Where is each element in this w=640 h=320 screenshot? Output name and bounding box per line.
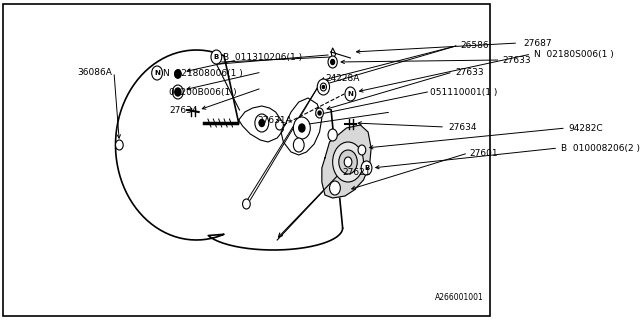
Circle shape: [318, 111, 321, 115]
Circle shape: [211, 50, 222, 64]
Text: 27687: 27687: [524, 38, 552, 47]
Circle shape: [330, 181, 340, 195]
Text: N  021808006(1 ): N 021808006(1 ): [163, 68, 243, 77]
Circle shape: [115, 140, 123, 150]
Text: 27633: 27633: [456, 68, 484, 76]
Circle shape: [361, 161, 372, 175]
Text: 03200B006(1 ): 03200B006(1 ): [170, 87, 237, 97]
Circle shape: [344, 157, 352, 167]
Circle shape: [321, 83, 326, 91]
Circle shape: [339, 150, 357, 174]
Circle shape: [316, 108, 323, 118]
Circle shape: [293, 138, 304, 152]
Polygon shape: [322, 125, 371, 198]
Text: 27633: 27633: [503, 55, 531, 65]
Text: B  011310206(1 ): B 011310206(1 ): [223, 52, 301, 61]
Text: B: B: [214, 54, 219, 60]
Circle shape: [175, 89, 180, 95]
Text: N: N: [348, 91, 353, 97]
Circle shape: [333, 142, 364, 182]
Text: N: N: [154, 70, 160, 76]
Text: 27634: 27634: [448, 123, 477, 132]
Text: A266001001: A266001001: [435, 293, 484, 302]
Circle shape: [152, 66, 163, 80]
Circle shape: [328, 56, 337, 68]
Text: 26586: 26586: [460, 41, 489, 50]
Circle shape: [317, 79, 330, 95]
Text: 27631A: 27631A: [257, 116, 292, 124]
Circle shape: [243, 199, 250, 209]
Circle shape: [328, 129, 337, 141]
Text: 94282C: 94282C: [568, 124, 603, 132]
Text: N  02180S006(1 ): N 02180S006(1 ): [534, 50, 614, 59]
Circle shape: [323, 85, 324, 89]
Circle shape: [331, 60, 335, 65]
Circle shape: [293, 117, 310, 139]
Text: 27621: 27621: [342, 167, 371, 177]
Circle shape: [358, 145, 365, 155]
Text: 27634: 27634: [170, 106, 198, 115]
Circle shape: [345, 87, 356, 101]
Circle shape: [175, 88, 181, 96]
Circle shape: [299, 124, 305, 132]
Text: 051110001(1 ): 051110001(1 ): [429, 87, 497, 97]
Circle shape: [259, 119, 264, 126]
Circle shape: [276, 120, 284, 130]
Text: B: B: [364, 165, 369, 171]
Circle shape: [173, 85, 183, 99]
Circle shape: [175, 70, 181, 78]
Text: B  010008206(2 ): B 010008206(2 ): [561, 143, 639, 153]
Circle shape: [255, 114, 269, 132]
Text: 36086A: 36086A: [77, 68, 112, 76]
Text: 24228A: 24228A: [325, 74, 359, 83]
Text: 27601: 27601: [470, 148, 499, 157]
